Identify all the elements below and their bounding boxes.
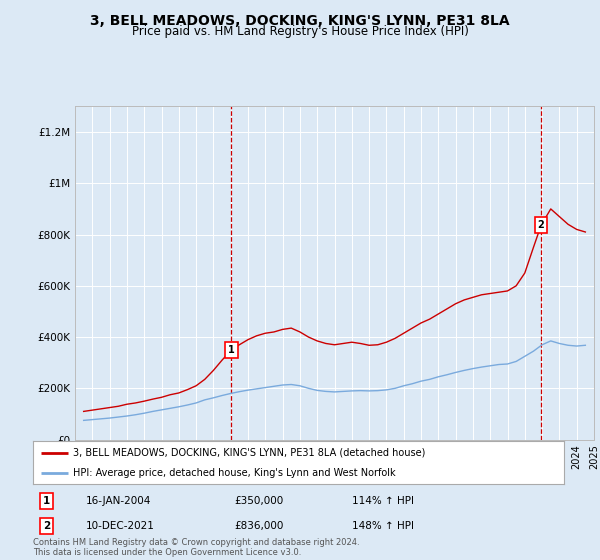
Text: 148% ↑ HPI: 148% ↑ HPI	[352, 521, 413, 531]
Text: 114% ↑ HPI: 114% ↑ HPI	[352, 496, 413, 506]
Text: 16-JAN-2004: 16-JAN-2004	[86, 496, 151, 506]
Text: Contains HM Land Registry data © Crown copyright and database right 2024.
This d: Contains HM Land Registry data © Crown c…	[33, 538, 359, 557]
Text: £350,000: £350,000	[235, 496, 284, 506]
Text: 2: 2	[43, 521, 50, 531]
Text: 2: 2	[538, 220, 544, 230]
Text: 10-DEC-2021: 10-DEC-2021	[86, 521, 155, 531]
Text: 3, BELL MEADOWS, DOCKING, KING'S LYNN, PE31 8LA (detached house): 3, BELL MEADOWS, DOCKING, KING'S LYNN, P…	[73, 447, 425, 458]
Text: 1: 1	[228, 345, 235, 355]
Text: £836,000: £836,000	[235, 521, 284, 531]
Text: Price paid vs. HM Land Registry's House Price Index (HPI): Price paid vs. HM Land Registry's House …	[131, 25, 469, 38]
Text: 3, BELL MEADOWS, DOCKING, KING'S LYNN, PE31 8LA: 3, BELL MEADOWS, DOCKING, KING'S LYNN, P…	[90, 14, 510, 28]
Text: 1: 1	[43, 496, 50, 506]
Text: HPI: Average price, detached house, King's Lynn and West Norfolk: HPI: Average price, detached house, King…	[73, 468, 395, 478]
